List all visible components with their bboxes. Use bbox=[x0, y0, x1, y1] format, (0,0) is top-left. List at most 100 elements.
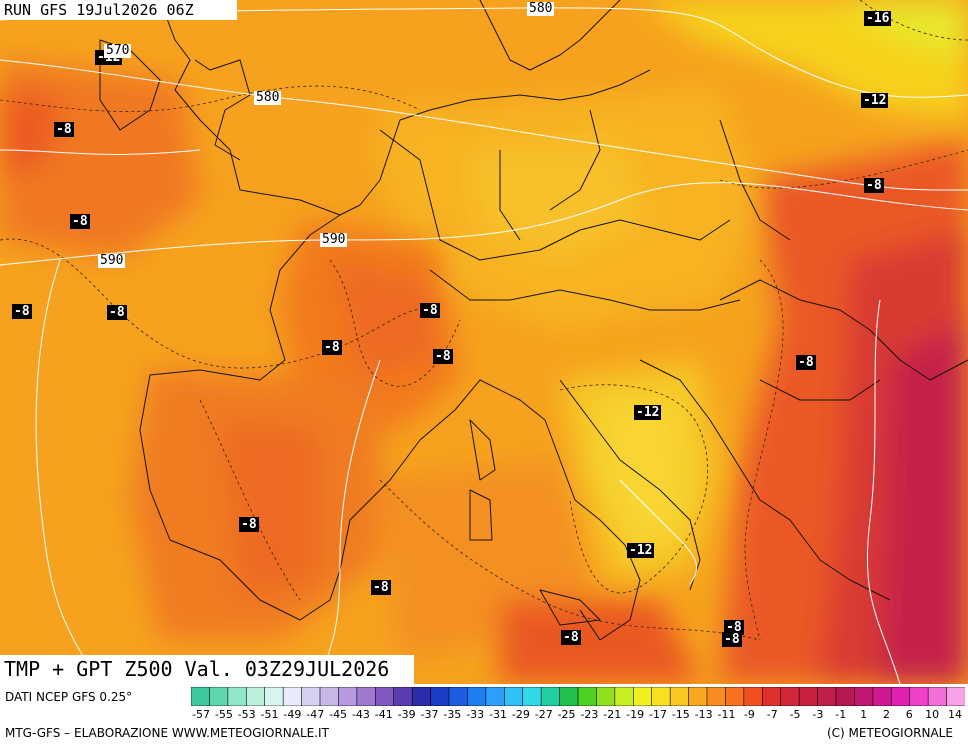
color-scale-tick-label: -47 bbox=[306, 708, 325, 721]
temperature-label: -8 bbox=[54, 122, 74, 137]
color-scale-swatch bbox=[946, 687, 965, 706]
copyright: (C) METEOGIORNALE bbox=[827, 726, 953, 740]
color-scale-swatch bbox=[430, 687, 450, 706]
temperature-label: -12 bbox=[627, 543, 655, 558]
color-scale-swatch bbox=[890, 687, 911, 706]
color-scale-swatch bbox=[467, 687, 487, 706]
color-scale-swatch bbox=[743, 687, 764, 706]
color-scale-tick-label: -37 bbox=[420, 708, 439, 721]
color-scale-tick-label: 1 bbox=[860, 708, 868, 721]
geopotential-label: 570 bbox=[104, 43, 132, 58]
temperature-label: -8 bbox=[724, 620, 744, 635]
map-title: TMP + GPT Z500 Val. 03Z29JUL2026 bbox=[0, 655, 414, 684]
color-scale-tick-label: -45 bbox=[329, 708, 348, 721]
temperature-label: -8 bbox=[70, 214, 90, 229]
color-scale-swatch bbox=[688, 687, 708, 706]
color-scale-tick-label: 10 bbox=[925, 708, 940, 721]
color-scale-tick-label: -13 bbox=[694, 708, 713, 721]
temperature-label: -8 bbox=[322, 340, 342, 355]
color-scale-swatch bbox=[540, 687, 561, 706]
color-scale-tick-label: 14 bbox=[948, 708, 962, 721]
color-scale-swatch bbox=[909, 687, 929, 706]
color-scale-tick-label: -21 bbox=[603, 708, 622, 721]
temperature-label: -8 bbox=[722, 632, 742, 647]
color-scale-swatch bbox=[669, 687, 690, 706]
geopotential-label: 580 bbox=[254, 90, 282, 105]
temperature-label: -8 bbox=[864, 178, 884, 193]
color-scale-tick-label: -39 bbox=[397, 708, 416, 721]
color-scale-swatch bbox=[577, 687, 598, 706]
color-scale-swatch bbox=[927, 687, 948, 706]
temperature-label: -8 bbox=[239, 517, 259, 532]
color-scale-tick-label: -33 bbox=[466, 708, 485, 721]
color-scale-swatch bbox=[319, 687, 340, 706]
color-scale-swatch bbox=[393, 687, 413, 706]
color-scale-swatch bbox=[854, 687, 874, 706]
color-scale-swatch bbox=[503, 687, 524, 706]
temperature-label: -8 bbox=[420, 303, 440, 318]
color-scale-swatch bbox=[282, 687, 303, 706]
color-scale-tick-label: -57 bbox=[192, 708, 210, 721]
color-scale-tick-label: -25 bbox=[557, 708, 576, 721]
color-scale-tick-label: -41 bbox=[374, 708, 393, 721]
color-scale-swatch bbox=[374, 687, 395, 706]
color-scale-tick-label: -19 bbox=[626, 708, 645, 721]
color-scale-swatch bbox=[448, 687, 469, 706]
color-scale-swatch bbox=[522, 687, 542, 706]
color-scale-tick-label: -55 bbox=[214, 708, 233, 721]
temperature-label: -8 bbox=[796, 355, 816, 370]
credit: MTG-GFS – ELABORAZIONE WWW.METEOGIORNALE… bbox=[5, 726, 329, 740]
geopotential-label: 590 bbox=[320, 232, 348, 247]
coastlines bbox=[99, 0, 968, 641]
color-scale-swatch bbox=[559, 687, 579, 706]
temperature-label: -8 bbox=[371, 580, 391, 595]
temperature-label: -8 bbox=[433, 349, 453, 364]
color-scale-swatch bbox=[356, 687, 377, 706]
color-scale-tick-label: -3 bbox=[812, 708, 824, 721]
data-source: DATI NCEP GFS 0.25° bbox=[5, 690, 133, 704]
color-scale-tick-label: 6 bbox=[905, 708, 913, 721]
color-scale-swatch bbox=[817, 687, 837, 706]
run-label: RUN GFS 19Jul2026 06Z bbox=[0, 0, 237, 20]
color-scale-ticks: -57 -55 -53 -51 -49 -47 -45 -43 -41 -39 -37 -35 -33-… bbox=[191, 708, 965, 722]
temperature-label: -8 bbox=[561, 630, 581, 645]
geopotential-label: 580 bbox=[527, 1, 555, 16]
color-scale-tick-label: -15 bbox=[671, 708, 690, 721]
color-scale-swatch bbox=[798, 687, 819, 706]
color-scale-swatch bbox=[780, 687, 800, 706]
color-scale-tick-label: -31 bbox=[489, 708, 507, 721]
color-scale-tick-label: -23 bbox=[580, 708, 599, 721]
temperature-label: -12 bbox=[634, 405, 662, 420]
color-scale-tick-label: -11 bbox=[717, 708, 736, 721]
temperature-label: -8 bbox=[107, 305, 127, 320]
color-scale-tick-label: -29 bbox=[511, 708, 530, 721]
color-scale-tick-label: -51 bbox=[260, 708, 279, 721]
color-scale-tick-label: -53 bbox=[237, 708, 256, 721]
color-scale-swatch bbox=[706, 687, 727, 706]
color-scale-swatch bbox=[761, 687, 782, 706]
temperature-label: -16 bbox=[864, 11, 892, 26]
color-scale-tick-label: 2 bbox=[882, 708, 890, 721]
color-scale-swatch bbox=[191, 687, 211, 706]
color-scale-bar bbox=[191, 687, 965, 706]
temperature-map bbox=[0, 0, 968, 684]
color-scale-swatch bbox=[596, 687, 616, 706]
color-scale-swatch bbox=[835, 687, 856, 706]
color-scale-tick-label: -35 bbox=[443, 708, 462, 721]
color-scale-tick-label: -27 bbox=[534, 708, 553, 721]
temperature-label: -12 bbox=[861, 93, 889, 108]
color-scale-tick-label: -17 bbox=[648, 708, 667, 721]
color-scale-tick-label: -9 bbox=[743, 708, 755, 721]
color-scale-swatch bbox=[245, 687, 266, 706]
color-scale-tick-label: -49 bbox=[283, 708, 302, 721]
color-scale-swatch bbox=[485, 687, 506, 706]
temperature-label: -8 bbox=[12, 304, 32, 319]
color-scale-tick-label: -7 bbox=[766, 708, 778, 721]
color-scale-swatch bbox=[725, 687, 745, 706]
color-scale-swatch bbox=[632, 687, 653, 706]
color-scale-swatch bbox=[301, 687, 321, 706]
color-scale-swatch bbox=[264, 687, 284, 706]
color-scale-swatch bbox=[338, 687, 358, 706]
color-scale-swatch bbox=[209, 687, 229, 706]
color-scale-swatch bbox=[411, 687, 432, 706]
